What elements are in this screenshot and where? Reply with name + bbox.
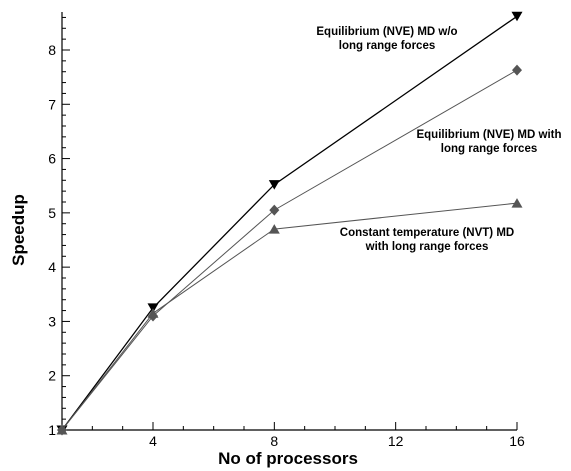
x-tick-label: 8 [270, 433, 278, 449]
series-annotation: Equilibrium (NVE) MD with long range forc… [416, 129, 561, 155]
y-tick-label: 6 [48, 151, 56, 167]
y-tick-label: 3 [48, 313, 56, 329]
series-3 [56, 198, 523, 435]
annotation-line: Equilibrium (NVE) MD with [416, 129, 561, 141]
y-axis-title: Speedup [9, 194, 28, 266]
series-line [61, 202, 518, 431]
x-tick-label: 16 [509, 433, 525, 449]
annotation-line: Equilibrium (NVE) MD w/o [316, 26, 457, 38]
y-tick-label: 1 [48, 422, 56, 438]
series-line [61, 69, 518, 431]
y-tick-label: 2 [48, 368, 56, 384]
data-point [268, 224, 280, 234]
annotation-line: long range forces [339, 40, 436, 52]
annotation-line: with long range forces [365, 241, 489, 253]
series-1 [56, 11, 523, 435]
data-point [268, 180, 280, 190]
data-point [511, 11, 523, 22]
x-tick-label: 4 [149, 433, 157, 449]
data-point [147, 303, 159, 313]
data-point [512, 64, 522, 76]
x-axis-title: No of processors [218, 449, 358, 468]
data-point [56, 425, 68, 435]
data-point [147, 308, 159, 318]
data-point [269, 204, 280, 216]
y-tick-label: 5 [48, 205, 56, 221]
annotation-line: Constant temperature (NVT) MD [340, 227, 514, 239]
x-tick-label: 12 [388, 433, 404, 449]
annotations: Equilibrium (NVE) MD w/o long range force… [316, 26, 561, 253]
series-annotation: Constant temperature (NVT) MD with long r… [340, 227, 514, 253]
y-tick-label: 8 [48, 42, 56, 58]
data-point [511, 198, 523, 208]
series-annotation: Equilibrium (NVE) MD w/o long range force… [316, 26, 457, 52]
y-tick-label: 7 [48, 96, 56, 112]
series-line [61, 15, 518, 431]
y-tick-label: 4 [48, 259, 56, 275]
annotation-line: long range forces [441, 143, 538, 155]
series-layer [56, 11, 523, 436]
